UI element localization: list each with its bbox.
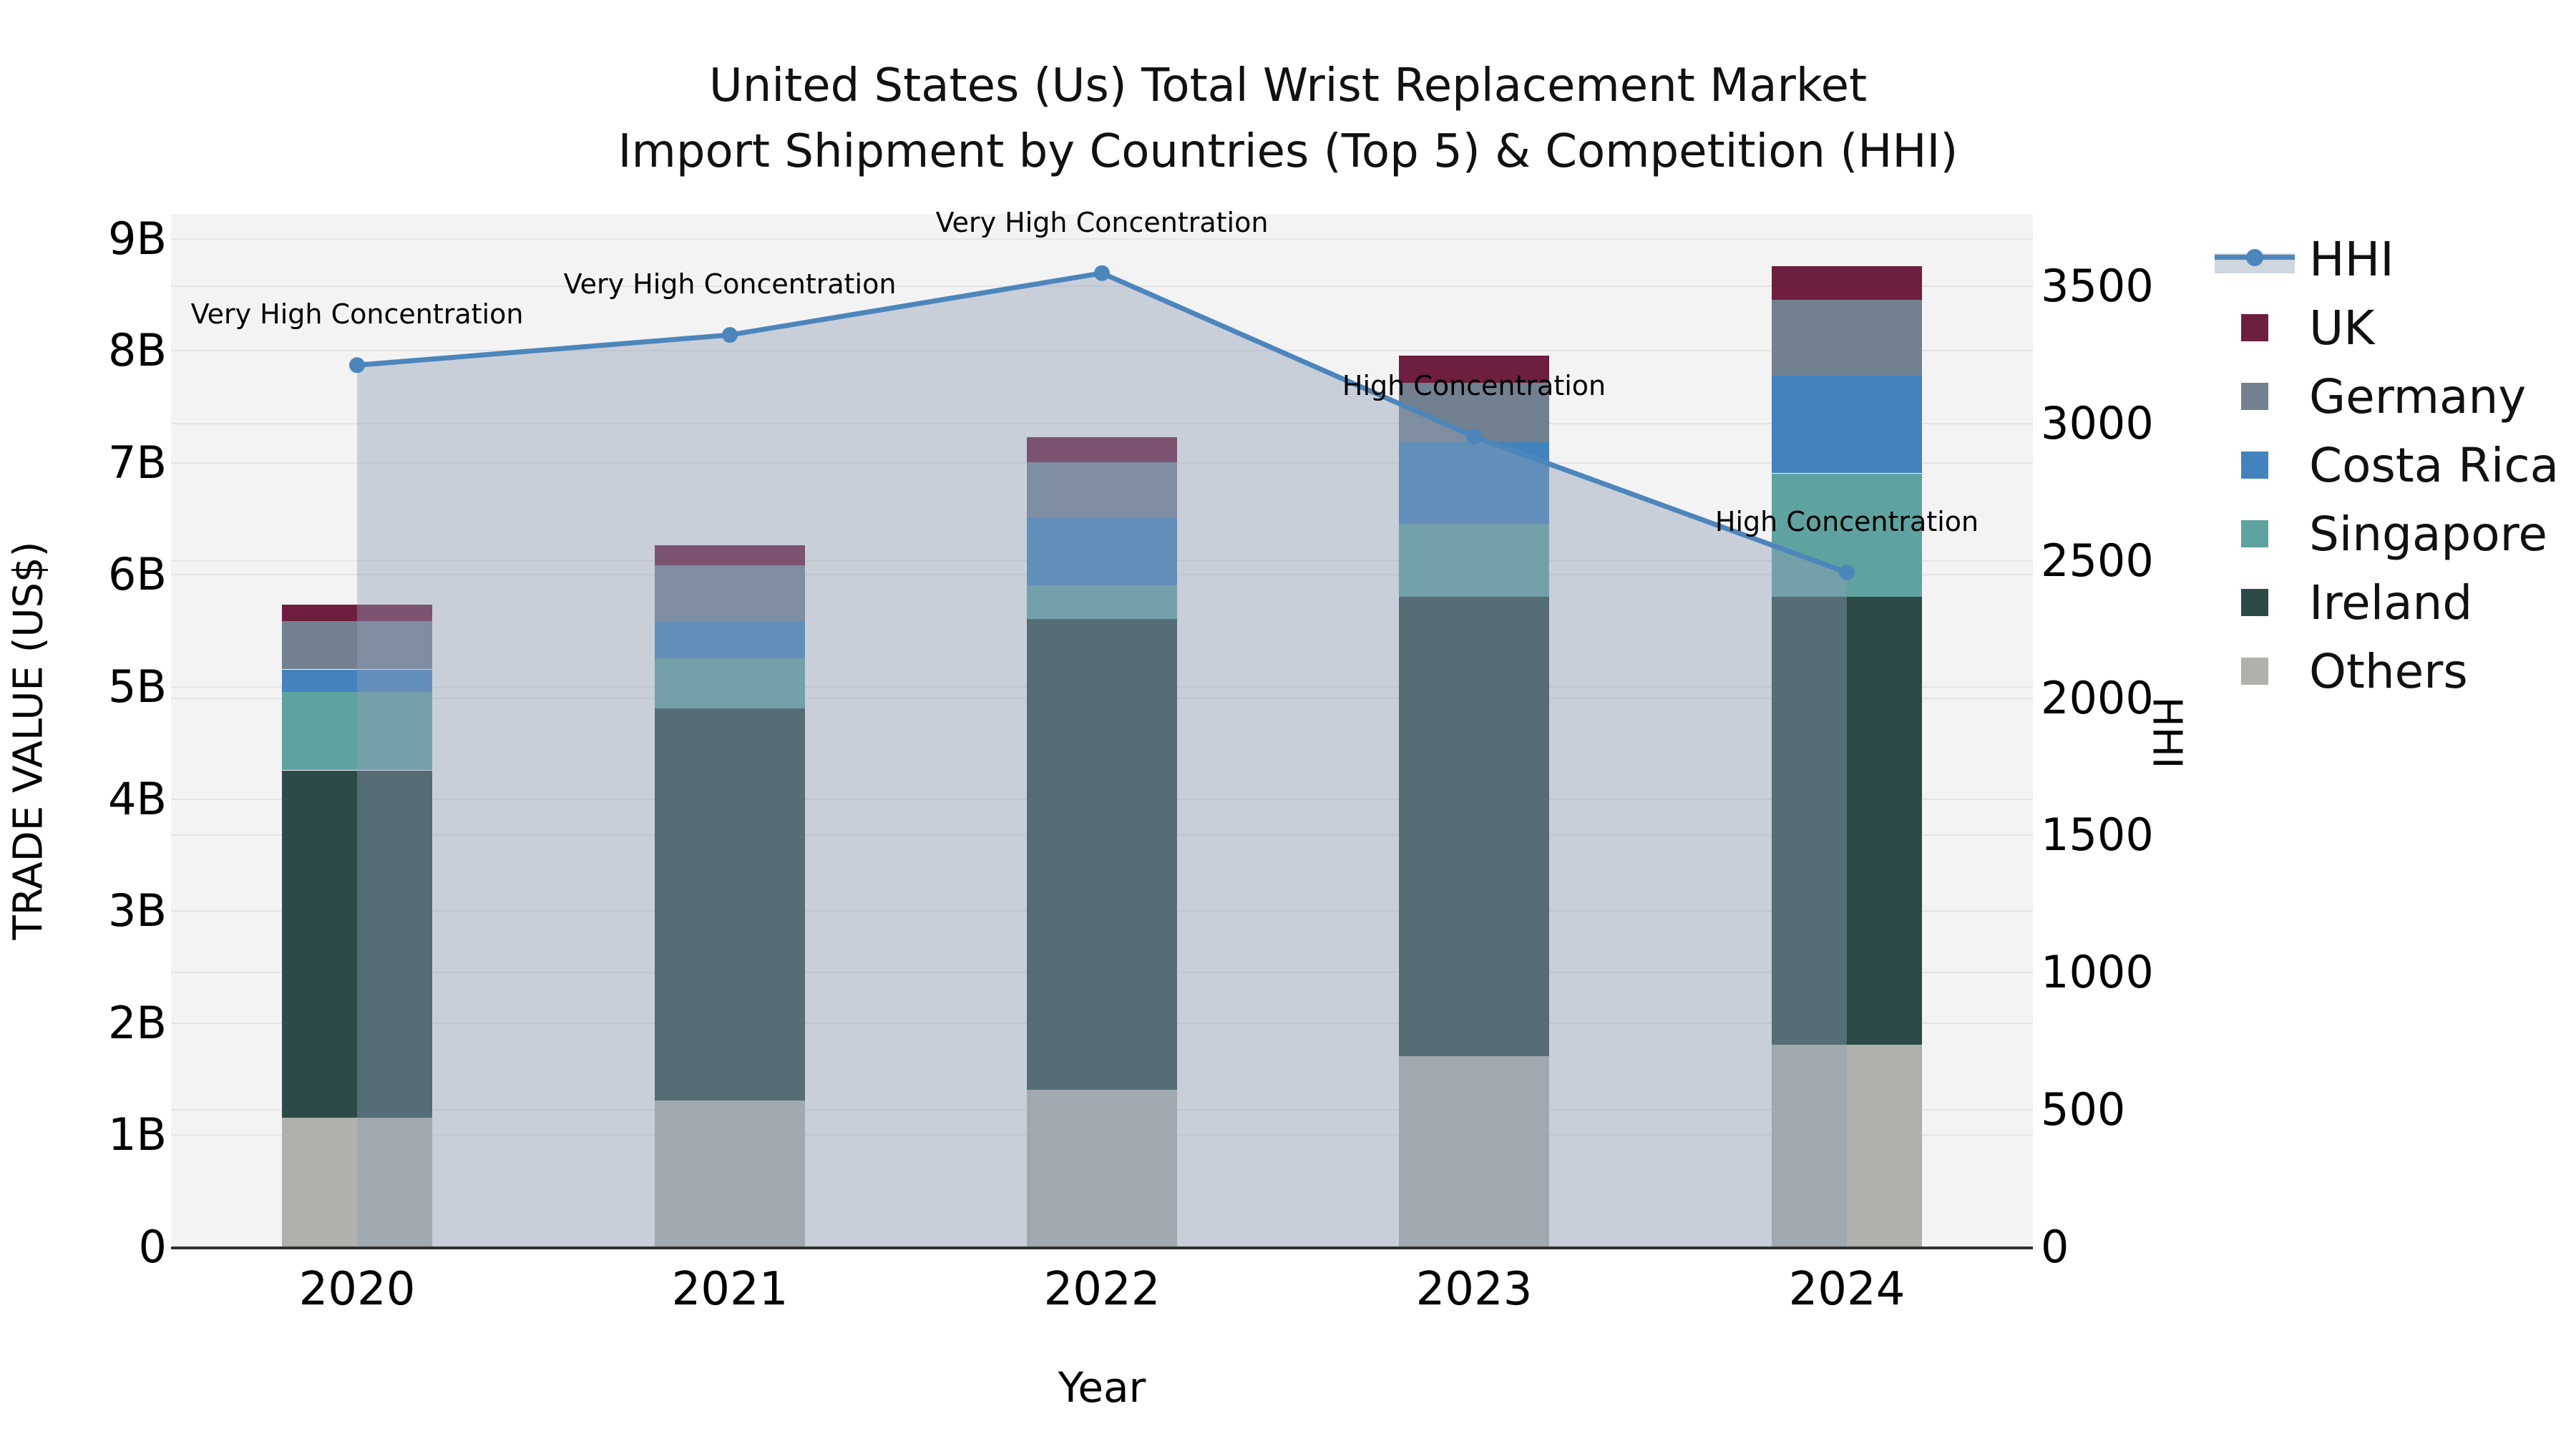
x-tick-2022: 2022 <box>1043 1263 1161 1316</box>
legend-color-swatch <box>2241 383 2268 410</box>
x-axis-line <box>171 1246 2033 1249</box>
annotation-2024: High Concentration <box>1714 506 1979 537</box>
y-right-tick-500: 500 <box>2041 1083 2126 1136</box>
bar-germany-2024 <box>1772 299 1922 376</box>
annotation-2022: Very High Concentration <box>935 207 1269 238</box>
legend-sample-hhi-line <box>2215 230 2295 288</box>
bar-uk-2020 <box>282 604 432 622</box>
bar-costa-rica-2023 <box>1399 441 1549 524</box>
x-tick-2020: 2020 <box>298 1263 416 1316</box>
legend-item-germany: Germany <box>2215 368 2526 425</box>
y-right-tick-3500: 3500 <box>2041 260 2154 312</box>
y-left-tick-3B: 3B <box>108 884 167 937</box>
bar-ireland-2023 <box>1399 596 1549 1056</box>
y-right-axis-title: HHI <box>2143 696 2190 769</box>
bar-ireland-2020 <box>282 770 432 1118</box>
bar-costa-rica-2020 <box>282 669 432 692</box>
legend-label: Singapore <box>2309 506 2547 562</box>
y-left-tick-6B: 6B <box>108 548 167 600</box>
bar-ireland-2021 <box>655 708 805 1101</box>
gridline-left-8B <box>171 350 2033 351</box>
legend-color-swatch <box>2241 589 2268 616</box>
legend-sample-swatch <box>2215 505 2295 562</box>
y-right-tick-1000: 1000 <box>2041 946 2154 998</box>
bar-germany-2020 <box>282 621 432 670</box>
gridline-left-9B <box>171 238 2033 240</box>
y-left-tick-0: 0 <box>138 1221 167 1273</box>
bar-others-2024 <box>1772 1045 1922 1246</box>
legend-item-singapore: Singapore <box>2215 505 2547 562</box>
y-left-tick-7B: 7B <box>108 436 167 489</box>
y-left-tick-5B: 5B <box>108 660 167 713</box>
chart-title: United States (Us) Total Wrist Replaceme… <box>0 53 2576 185</box>
annotation-2023: High Concentration <box>1342 370 1606 401</box>
chart-title-line1: United States (Us) Total Wrist Replaceme… <box>708 59 1868 112</box>
legend-sample-swatch <box>2215 643 2295 700</box>
y-right-tick-3000: 3000 <box>2041 397 2154 449</box>
bar-ireland-2022 <box>1027 619 1177 1090</box>
bar-others-2023 <box>1399 1055 1549 1246</box>
x-tick-2023: 2023 <box>1415 1263 1533 1316</box>
bar-others-2021 <box>655 1101 805 1246</box>
legend-item-uk: UK <box>2215 299 2375 356</box>
legend-label: HHI <box>2309 231 2394 287</box>
bar-costa-rica-2022 <box>1027 518 1177 586</box>
legend-sample-swatch <box>2215 368 2295 425</box>
legend-item-hhi: HHI <box>2215 230 2394 288</box>
bar-uk-2024 <box>1772 265 1922 300</box>
bar-singapore-2020 <box>282 691 432 771</box>
bar-singapore-2022 <box>1027 585 1177 620</box>
bar-singapore-2023 <box>1399 523 1549 597</box>
bar-germany-2021 <box>655 565 805 622</box>
legend-label: Germany <box>2309 369 2527 424</box>
legend-hhi-marker-swatch <box>2246 249 2263 266</box>
legend-label: Ireland <box>2309 575 2473 630</box>
legend-color-swatch <box>2241 658 2268 685</box>
x-tick-2021: 2021 <box>671 1263 789 1316</box>
bar-ireland-2024 <box>1772 596 1922 1045</box>
legend-item-others: Others <box>2215 643 2468 700</box>
y-left-tick-8B: 8B <box>108 324 167 376</box>
bar-others-2020 <box>282 1117 432 1246</box>
legend-label: Others <box>2309 643 2468 699</box>
x-axis-title: Year <box>1058 1363 1146 1412</box>
bar-costa-rica-2024 <box>1772 376 1922 474</box>
legend-sample-swatch <box>2215 299 2295 356</box>
y-right-tick-0: 0 <box>2041 1221 2069 1273</box>
bar-others-2022 <box>1027 1089 1177 1246</box>
y-left-tick-9B: 9B <box>108 213 167 265</box>
y-left-tick-4B: 4B <box>108 773 167 825</box>
legend-sample-swatch <box>2215 574 2295 631</box>
legend-color-swatch <box>2241 452 2268 479</box>
bar-uk-2021 <box>655 545 805 565</box>
bar-germany-2022 <box>1027 462 1177 519</box>
bar-uk-2022 <box>1027 437 1177 462</box>
bar-costa-rica-2021 <box>655 621 805 658</box>
legend-color-swatch <box>2241 314 2268 341</box>
chart-title-line2: Import Shipment by Countries (Top 5) & C… <box>618 125 1958 178</box>
annotation-2020: Very High Concentration <box>190 298 524 330</box>
bar-singapore-2021 <box>655 658 805 709</box>
annotation-2021: Very High Concentration <box>563 268 897 300</box>
legend-color-swatch <box>2241 520 2268 547</box>
y-left-tick-1B: 1B <box>108 1108 167 1161</box>
legend-label: UK <box>2309 300 2375 356</box>
y-left-tick-2B: 2B <box>108 997 167 1049</box>
legend-item-costa-rica: Costa Rica <box>2215 436 2559 494</box>
x-tick-2024: 2024 <box>1788 1263 1906 1316</box>
gridline-right-3000 <box>171 423 2033 424</box>
legend-item-ireland: Ireland <box>2215 574 2472 631</box>
legend-label: Costa Rica <box>2309 437 2560 493</box>
y-right-tick-2000: 2000 <box>2041 672 2154 724</box>
y-right-tick-1500: 1500 <box>2041 809 2154 861</box>
y-right-tick-2500: 2500 <box>2041 535 2154 587</box>
legend-sample-swatch <box>2215 436 2295 494</box>
y-left-axis-title: TRADE VALUE (US$) <box>5 541 52 940</box>
